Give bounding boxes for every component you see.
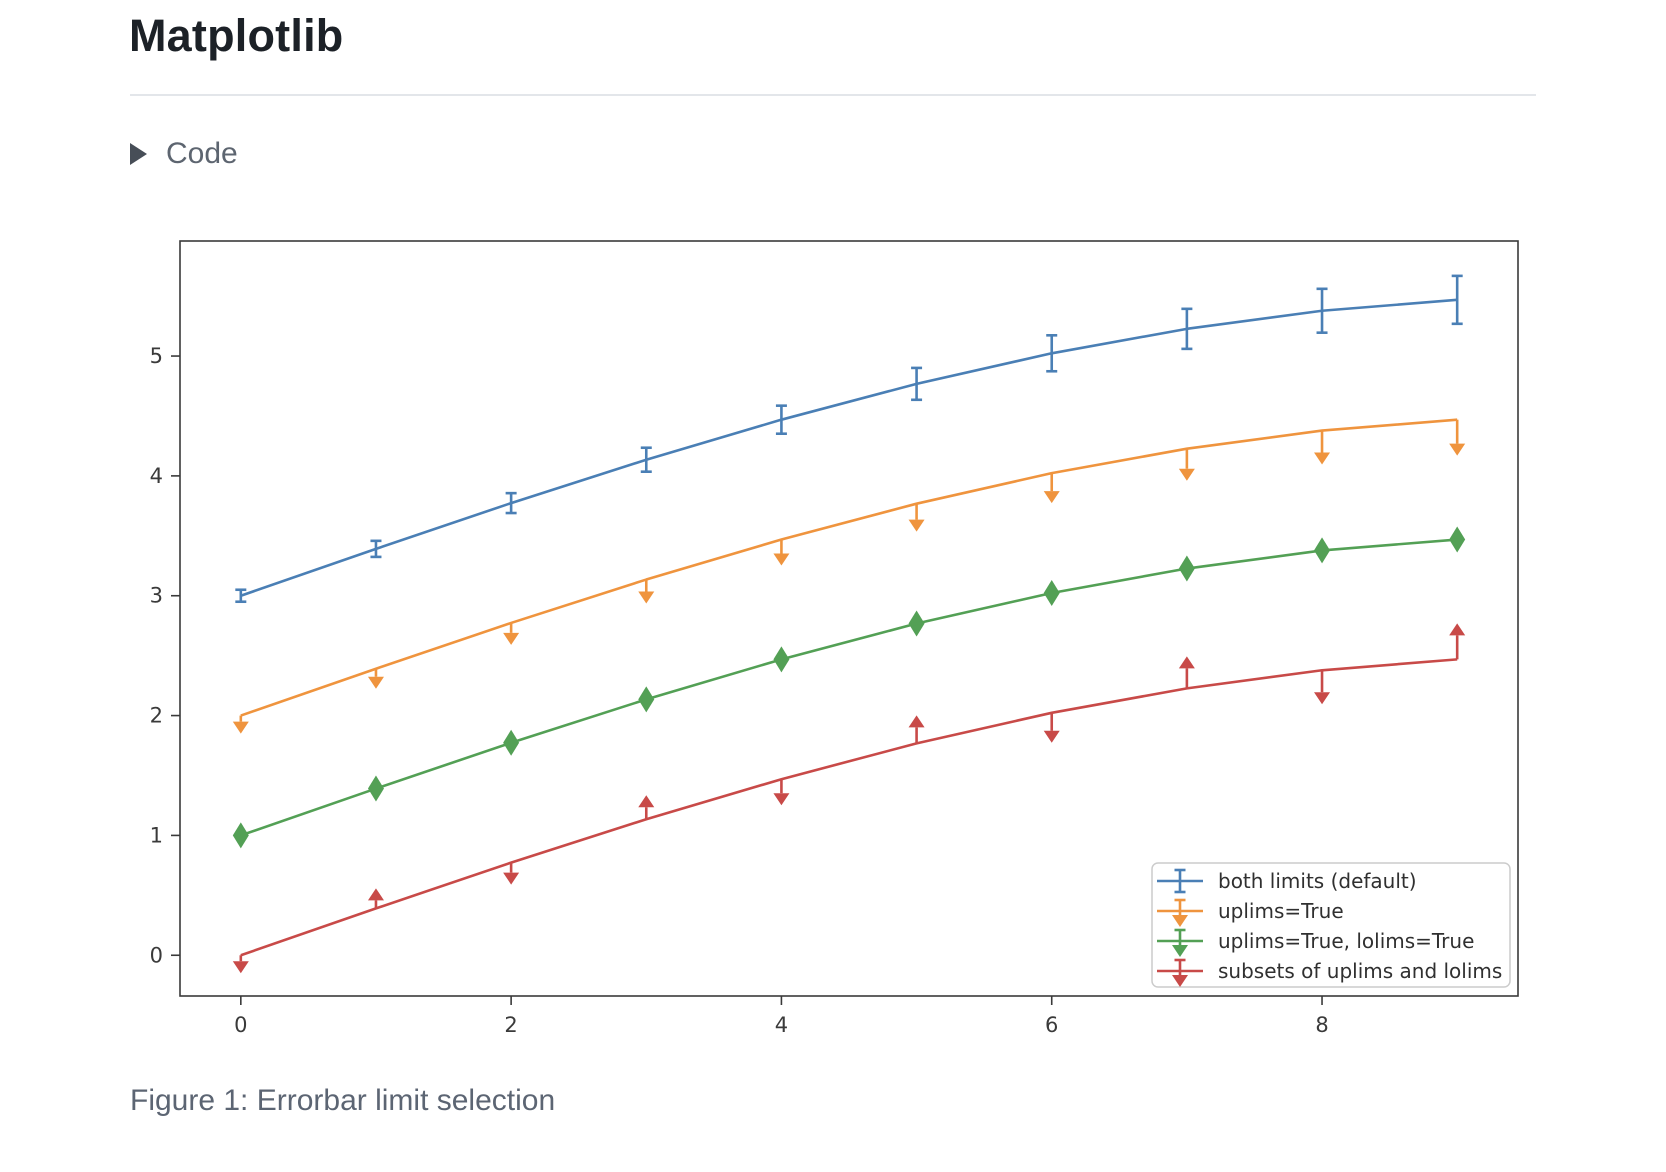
- y-tick-label: 5: [150, 344, 163, 368]
- x-axis: 0 2 4 6 8: [234, 996, 1329, 1037]
- y-tick-label: 3: [150, 584, 163, 608]
- figure-caption: Figure 1: Errorbar limit selection: [130, 1084, 556, 1117]
- x-tick-label: 6: [1045, 1013, 1058, 1037]
- series-uplims-lolims: [232, 526, 1466, 849]
- y-tick-label: 0: [150, 943, 163, 967]
- x-tick-label: 2: [504, 1013, 517, 1037]
- x-tick-label: 4: [775, 1013, 788, 1037]
- x-tick-label: 8: [1315, 1013, 1328, 1037]
- code-toggle-label: Code: [166, 137, 238, 170]
- series-subsets: [232, 623, 1466, 974]
- divider: [130, 94, 1536, 96]
- code-toggle[interactable]: Code: [130, 137, 238, 171]
- legend-label: both limits (default): [1218, 869, 1417, 893]
- series-both-limits: [235, 274, 1463, 604]
- legend-label: uplims=True: [1218, 899, 1344, 923]
- y-axis: 0 1 2 3 4 5: [150, 344, 180, 967]
- legend-box: [1151, 862, 1511, 988]
- legend-label: uplims=True, lolims=True: [1218, 929, 1474, 953]
- y-tick-label: 4: [150, 464, 163, 488]
- legend: both limits (default) uplims=True uplims=T…: [1151, 862, 1511, 988]
- x-tick-label: 0: [234, 1013, 247, 1037]
- legend-label: subsets of uplims and lolims: [1218, 959, 1502, 983]
- y-tick-label: 1: [150, 823, 163, 847]
- page-title: Matplotlib: [129, 10, 344, 61]
- plot-frame: [179, 240, 1519, 997]
- series-uplims: [232, 418, 1466, 734]
- triangle-right-icon: [130, 143, 147, 165]
- y-tick-label: 2: [150, 704, 163, 728]
